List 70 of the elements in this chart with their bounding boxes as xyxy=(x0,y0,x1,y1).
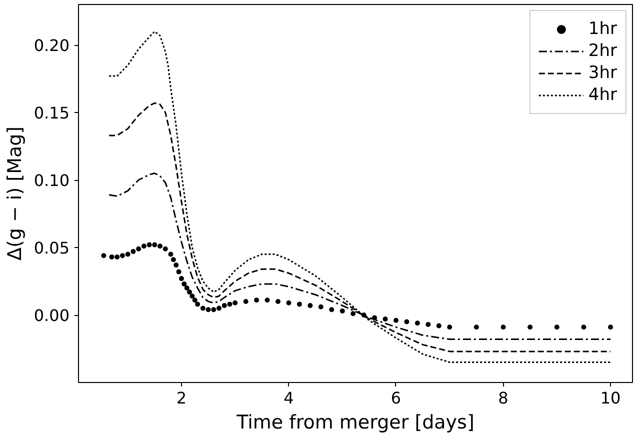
point xyxy=(195,302,200,307)
point xyxy=(178,276,184,282)
y-axis-title: Δ(g − i) [Mag] xyxy=(4,126,26,261)
point xyxy=(350,311,356,316)
point xyxy=(382,316,388,322)
point xyxy=(581,324,586,330)
point xyxy=(276,299,281,304)
y-tick-label: 0.15 xyxy=(34,104,70,122)
y-tick-label: 0.00 xyxy=(34,306,70,325)
point xyxy=(130,249,136,254)
point xyxy=(436,323,442,328)
point xyxy=(393,318,398,323)
point xyxy=(254,298,260,303)
x-axis-title: Time from merger [days] xyxy=(236,412,474,434)
point xyxy=(162,246,168,252)
y-tick-label: 0.20 xyxy=(34,36,70,55)
point xyxy=(216,306,222,311)
point xyxy=(264,298,270,303)
point xyxy=(500,324,506,330)
point xyxy=(426,322,431,327)
point xyxy=(414,320,420,326)
point xyxy=(120,253,125,258)
point xyxy=(141,244,146,249)
point xyxy=(187,290,192,295)
point xyxy=(554,324,560,330)
point xyxy=(168,252,174,257)
x-tick-label: 4 xyxy=(284,388,294,408)
point xyxy=(222,303,227,308)
point xyxy=(109,254,114,260)
point xyxy=(174,262,179,268)
legend-label: 1hr xyxy=(588,19,617,39)
point xyxy=(447,324,452,330)
point xyxy=(176,269,182,274)
point xyxy=(286,300,292,306)
point xyxy=(308,303,313,308)
point xyxy=(184,286,190,290)
y-tick-label: 0.10 xyxy=(34,171,70,190)
point xyxy=(146,242,152,248)
point xyxy=(243,299,248,304)
point xyxy=(170,257,176,262)
point xyxy=(232,300,238,306)
point xyxy=(318,304,324,310)
point xyxy=(125,252,130,257)
point xyxy=(182,281,187,286)
point xyxy=(227,302,232,307)
x-tick-label: 6 xyxy=(390,388,402,408)
point xyxy=(136,246,142,252)
x-tick-label: 2 xyxy=(176,388,187,408)
point xyxy=(296,302,302,307)
point xyxy=(211,307,216,312)
point xyxy=(158,244,163,249)
point xyxy=(101,253,106,258)
point xyxy=(192,298,198,303)
point xyxy=(404,319,410,324)
point xyxy=(114,254,120,260)
legend-label: 2hr xyxy=(588,41,617,61)
legend-label: 4hr xyxy=(588,85,617,105)
y-tick-label: 0.05 xyxy=(34,238,70,258)
x-tick-label: 8 xyxy=(498,388,508,408)
point xyxy=(608,324,614,330)
point xyxy=(200,306,206,311)
point xyxy=(528,324,533,330)
point xyxy=(190,294,195,299)
point xyxy=(329,307,334,312)
x-tick-label: 10 xyxy=(600,388,621,408)
point xyxy=(152,242,158,248)
point xyxy=(206,307,211,312)
legend-label: 3hr xyxy=(588,63,617,83)
point xyxy=(340,308,345,314)
point xyxy=(474,324,479,330)
